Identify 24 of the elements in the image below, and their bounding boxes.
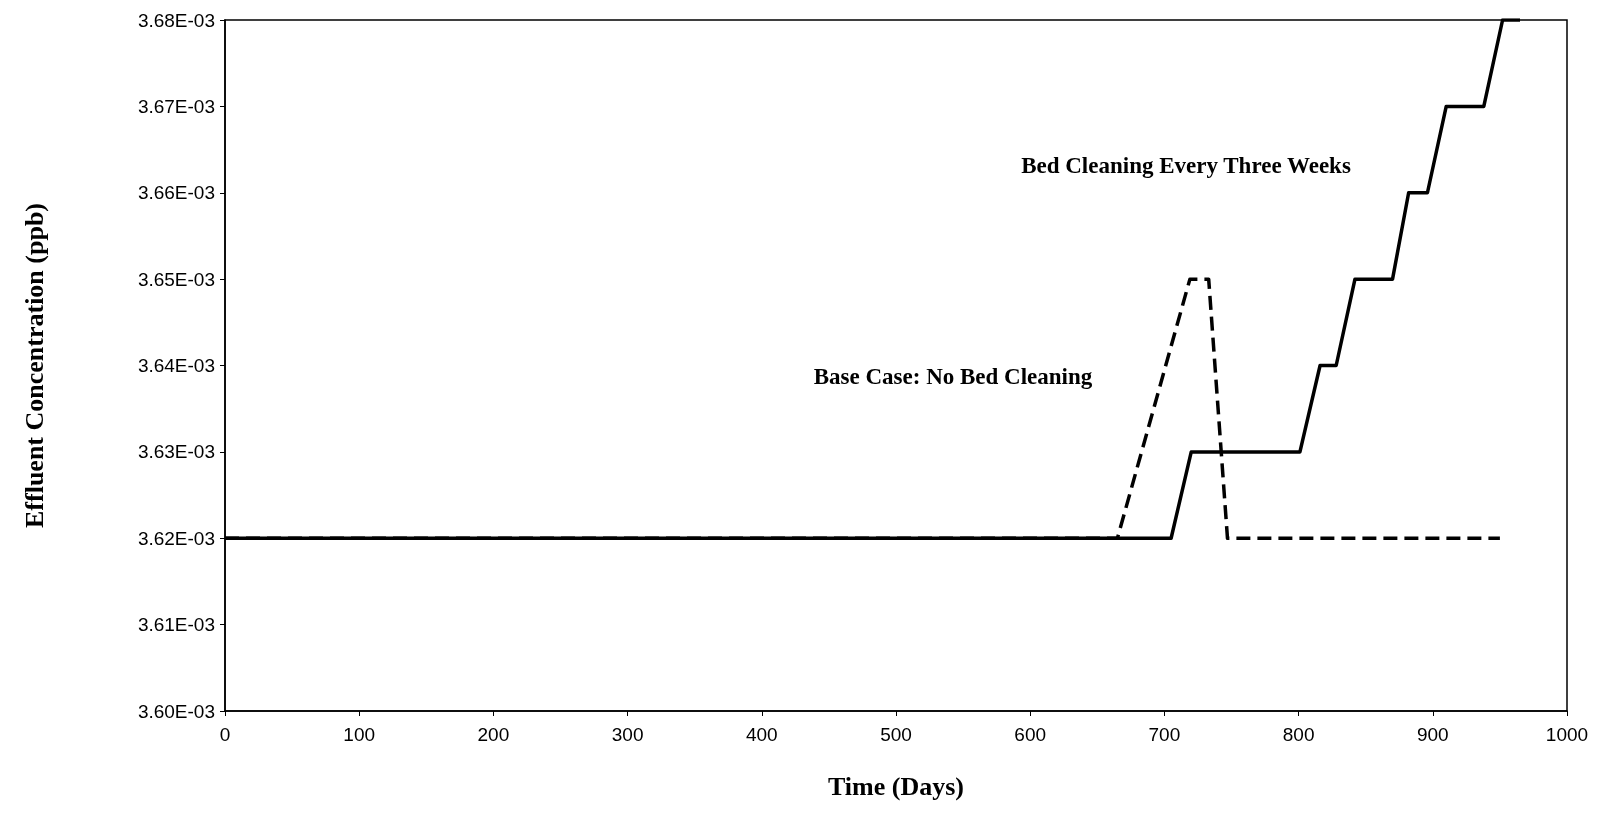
annotation: Bed Cleaning Every Three Weeks [1021, 152, 1351, 178]
x-tick-label: 600 [1014, 724, 1047, 745]
x-tick-label: 200 [477, 724, 510, 745]
y-tick-label: 3.60E-03 [137, 700, 215, 722]
x-tick-label: 700 [1148, 724, 1181, 745]
y-tick-label: 3.61E-03 [137, 614, 215, 636]
y-tick-label: 3.65E-03 [137, 268, 215, 290]
x-tick-label: 0 [219, 724, 231, 745]
x-tick-label: 900 [1416, 724, 1449, 745]
x-tick-label: 300 [611, 724, 644, 745]
x-tick-label: 400 [745, 724, 778, 745]
y-tick-label: 3.66E-03 [137, 182, 215, 204]
y-tick-label: 3.64E-03 [137, 355, 215, 376]
x-tick-label: 1000 [1545, 724, 1589, 745]
x-tick-label: 100 [343, 724, 376, 745]
x-axis-title: Time (Days) [827, 771, 965, 801]
annotation: Base Case: No Bed Cleaning [813, 363, 1093, 389]
y-axis-title: Effluent Concentration (ppb) [19, 202, 49, 529]
y-tick-label: 3.62E-03 [137, 527, 215, 549]
x-tick-label: 800 [1282, 724, 1315, 745]
y-tick-label: 3.67E-03 [137, 95, 215, 117]
y-tick-label: 3.68E-03 [137, 9, 215, 31]
x-tick-label: 500 [880, 724, 912, 745]
y-tick-label: 3.63E-03 [137, 441, 215, 463]
